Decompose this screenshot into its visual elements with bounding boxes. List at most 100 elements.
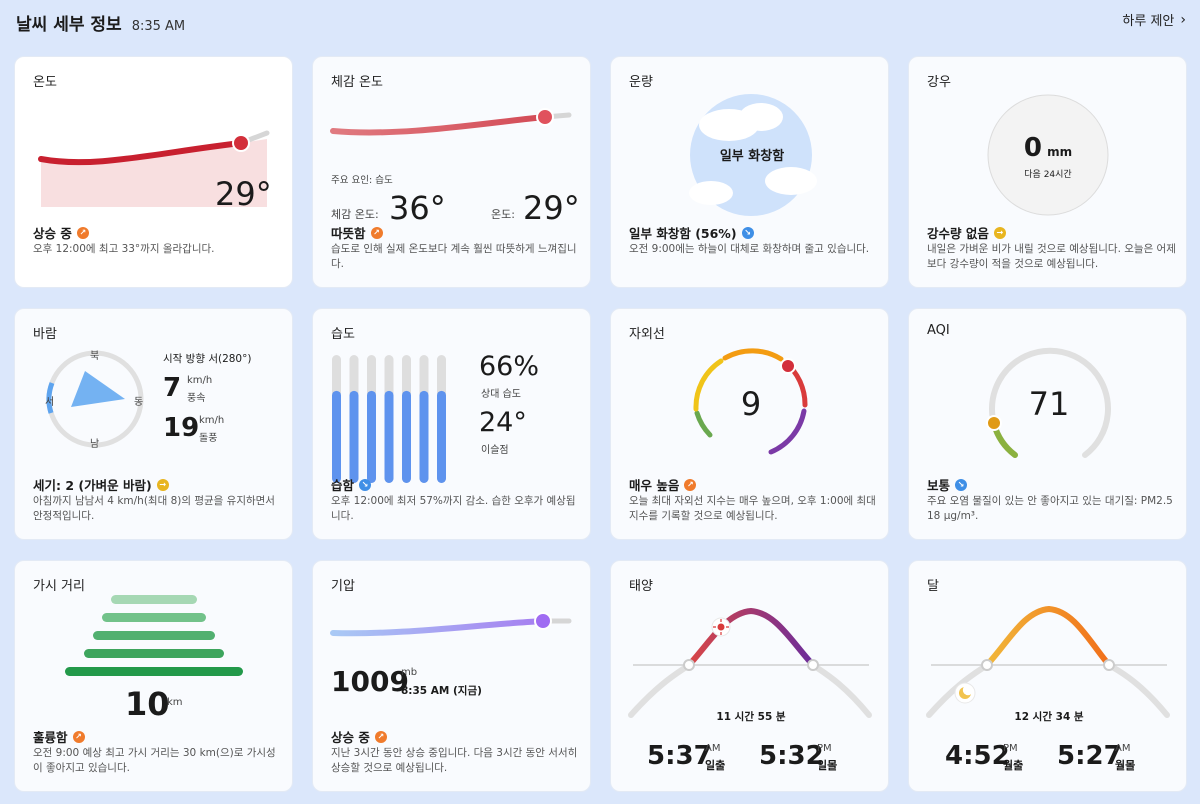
humidity-card[interactable]: 습도 66% 상대 습도 24° 이슬점 습함 ↘ 오후 12:00에 최저 57… [312, 308, 591, 540]
wind-gust: 19 [163, 413, 200, 443]
sunrise-label: 일출 [705, 759, 726, 772]
moon-arc-chart [926, 605, 1170, 718]
aqi-card[interactable]: AQI 71 보통 ↘ 주요 오염 물질이 있는 안 좋아지고 있는 대기질: P… [908, 308, 1187, 540]
card-title: 체감 온도 [331, 75, 383, 90]
sunrise-time: 5:37 [647, 741, 712, 771]
rain-status: 강수량 없음 → [927, 223, 1006, 242]
rain-desc: 내일은 가벼운 비가 내릴 것으로 예상됩니다. 오늘은 어제보다 강수량이 적… [927, 243, 1176, 270]
trend-steady-icon: → [993, 226, 1006, 239]
uv-desc: 오늘 최대 자외선 지수는 매우 높으며, 오후 1:00에 최대 지수를 기록… [629, 495, 876, 522]
cloud-cover-chart [689, 94, 817, 216]
card-title: 자외선 [629, 327, 665, 342]
trend-down-icon: ↘ [359, 478, 372, 491]
sun-duration: 11 시간 55 분 [716, 711, 786, 723]
card-title: 기압 [331, 579, 355, 594]
feels-label: 체감 온도: [331, 208, 379, 221]
card-title: 강우 [927, 75, 951, 90]
trend-up-icon: ↗ [76, 226, 89, 239]
sunset-label: 일몰 [817, 759, 838, 772]
sunset-ampm: PM [817, 743, 832, 754]
temp-label: 온도: [491, 208, 515, 221]
humidity-bar-fill [402, 390, 411, 483]
compass-south: 남 [90, 439, 100, 450]
visibility-unit: km [167, 697, 183, 708]
uv-value: 9 [740, 385, 762, 423]
feels-like-chart [330, 108, 572, 136]
cloud-cover-card[interactable]: 운량 일부 화창함 일부 화창함 (56%) ↘ 오전 9:00에는 하늘이 대체… [610, 56, 889, 288]
visibility-desc: 오전 9:00 예상 최고 가시 거리는 30 km(으)로 가시성이 좋아지고… [33, 747, 276, 774]
visibility-chart [65, 595, 243, 676]
uv-card[interactable]: 자외선 9 매우 높음 ↗ 오늘 최대 자외선 지수는 매우 높으며, 오후 1:… [610, 308, 889, 540]
cloud-desc: 오전 9:00에는 하늘이 대체로 화창하며 줄고 있습니다. [629, 243, 870, 255]
wind-direction: 시작 방향 서(280°) [163, 353, 252, 365]
aqi-gauge [986, 347, 1111, 458]
visibility-value: 10 [125, 685, 170, 723]
card-title: 운량 [629, 75, 653, 90]
uv-gauge [693, 348, 808, 455]
wind-speed: 7 [163, 373, 182, 403]
wind-speed-unit: km/h [187, 375, 213, 386]
card-title: AQI [927, 323, 950, 338]
cloud-status: 일부 화창함 (56%) ↘ [629, 223, 754, 242]
pressure-chart [330, 612, 572, 637]
page-title: 날씨 세부 정보 [16, 15, 122, 35]
humidity-bar-fill [367, 390, 376, 483]
humidity-label: 상대 습도 [481, 389, 521, 400]
aqi-desc: 주요 오염 물질이 있는 안 좋아지고 있는 대기질: PM2.5 18 μg/… [927, 495, 1173, 522]
visibility-card[interactable]: 가시 거리 10 km 훌륭함 ↗ 오전 9:00 예상 최고 가시 거리는 30… [14, 560, 293, 792]
card-title: 달 [927, 579, 939, 594]
trend-up-icon: ↗ [370, 226, 383, 239]
precipitation-gauge [987, 94, 1109, 216]
header: 날씨 세부 정보 8:35 AM [16, 10, 185, 35]
moon-card[interactable]: 달 12 시간 34 분 4:52 PM 월출 5:27 AM 월몰 [908, 560, 1187, 792]
day-suggestion-link[interactable]: 하루 제안 › [1122, 10, 1186, 30]
moonrise-ampm: PM [1003, 743, 1018, 754]
aqi-status: 보통 ↘ [927, 475, 968, 494]
card-title: 습도 [331, 327, 355, 342]
cloud-circle-label: 일부 화창함 [719, 149, 785, 164]
suggest-label: 하루 제안 [1122, 14, 1175, 29]
wind-gust-label: 돌풍 [199, 433, 218, 444]
humidity-bar-fill [332, 390, 341, 483]
pressure-card[interactable]: 기압 1009 mb 8:35 AM (지금) 상승 중 ↗ 지난 3시간 동안 … [312, 560, 591, 792]
dew-point-value: 24° [479, 407, 527, 438]
dew-point-label: 이슬점 [481, 445, 509, 456]
trend-up-icon: ↗ [684, 478, 697, 491]
humidity-bar-fill [437, 390, 446, 483]
aqi-value: 71 [1028, 385, 1070, 423]
wind-card[interactable]: 바람 북 동 남 서 시작 방향 서(280°) 7 km/h 풍속 19 km… [14, 308, 293, 540]
wind-gust-unit: km/h [199, 415, 225, 426]
pressure-desc: 지난 3시간 동안 상승 중입니다. 다음 3시간 동안 서서히 상승할 것으로… [331, 747, 578, 774]
temperature-card[interactable]: 온도 29° 상승 중 ↗ 오후 12:00에 최고 33°까지 올라갑니다. [14, 56, 293, 288]
feels-factor: 주요 요인: 습도 [331, 175, 393, 186]
sunrise-ampm: AM [705, 743, 721, 754]
feels-desc: 습도로 인해 실제 온도보다 계속 훨씬 따뜻하게 느껴집니다. [331, 243, 577, 270]
sun-arc-chart [628, 607, 872, 718]
trend-down-icon: ↘ [741, 226, 754, 239]
temperature-desc: 오후 12:00에 최고 33°까지 올라갑니다. [33, 243, 215, 255]
moonset-ampm: AM [1115, 743, 1131, 754]
humidity-bar-fill [349, 390, 359, 483]
card-title: 가시 거리 [33, 579, 85, 594]
uv-status: 매우 높음 ↗ [629, 475, 697, 494]
wind-compass [46, 350, 144, 448]
feels-like-card[interactable]: 체감 온도 주요 요인: 습도 체감 온도: 36° 온도: 29° 따뜻함 ↗ … [312, 56, 591, 288]
humidity-desc: 오후 12:00에 최저 57%까지 감소. 습한 오후가 예상됩니다. [331, 495, 576, 522]
rain-amount: 0 mm [1023, 133, 1073, 163]
card-title: 태양 [629, 579, 653, 594]
temperature-status: 상승 중 ↗ [33, 223, 89, 242]
compass-east: 동 [134, 397, 144, 408]
moonset-time: 5:27 [1057, 741, 1122, 771]
compass-west: 서 [45, 397, 55, 408]
humidity-status: 습함 ↘ [331, 475, 372, 494]
sun-card[interactable]: 태양 11 시간 55 분 5:37 AM 일출 5:32 PM 일몰 [610, 560, 889, 792]
pressure-value: 1009 [331, 665, 409, 698]
moonset-label: 월몰 [1115, 759, 1136, 772]
wind-speed-label: 풍속 [187, 393, 206, 404]
temperature-chart [38, 130, 270, 207]
precipitation-card[interactable]: 강우 0 mm 다음 24시간 강수량 없음 → 내일은 가벼운 비가 내릴 것으… [908, 56, 1187, 288]
humidity-value: 66% [479, 351, 540, 382]
temperature-value: 29° [215, 175, 272, 213]
humidity-bars [332, 355, 446, 483]
trend-up-icon: ↗ [72, 730, 85, 743]
